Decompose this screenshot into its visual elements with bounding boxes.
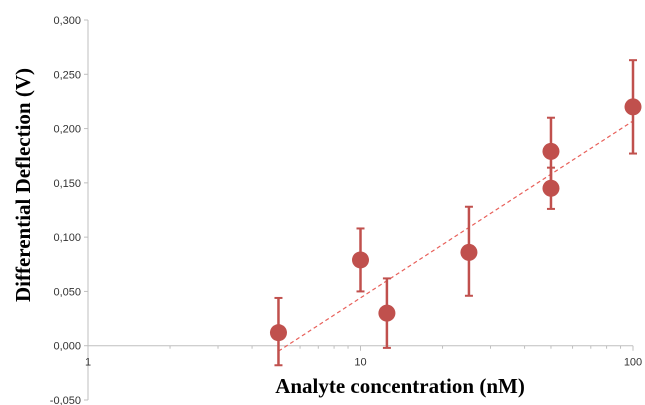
data-point xyxy=(378,304,396,322)
x-axis-title: Analyte concentration (nM) xyxy=(275,374,525,398)
trendline xyxy=(278,120,634,352)
data-point xyxy=(624,98,642,116)
y-tick-label: 0,300 xyxy=(53,15,81,27)
y-tick-label: -0,050 xyxy=(50,395,81,405)
data-point xyxy=(352,251,369,269)
data-point xyxy=(542,179,560,197)
y-tick-label: 0,100 xyxy=(53,232,81,244)
data-point xyxy=(542,142,560,160)
y-tick-label: 0,050 xyxy=(53,286,81,298)
y-axis-title: Differential Deflection (V) xyxy=(11,68,35,302)
x-tick-label: 10 xyxy=(354,357,366,369)
y-tick-label: 0,000 xyxy=(53,341,81,353)
y-tick-label: 0,150 xyxy=(53,178,81,190)
y-tick-label: 0,250 xyxy=(53,69,81,81)
data-point xyxy=(269,324,287,342)
data-point xyxy=(460,243,478,261)
x-tick-label: 100 xyxy=(624,357,642,369)
plot-area: -0,050 0,000 0,050 0,100 0,150 0,200 0,250 0,30… xyxy=(50,15,642,405)
y-tick-label: 0,200 xyxy=(53,124,81,136)
x-tick-label: 1 xyxy=(85,357,91,369)
